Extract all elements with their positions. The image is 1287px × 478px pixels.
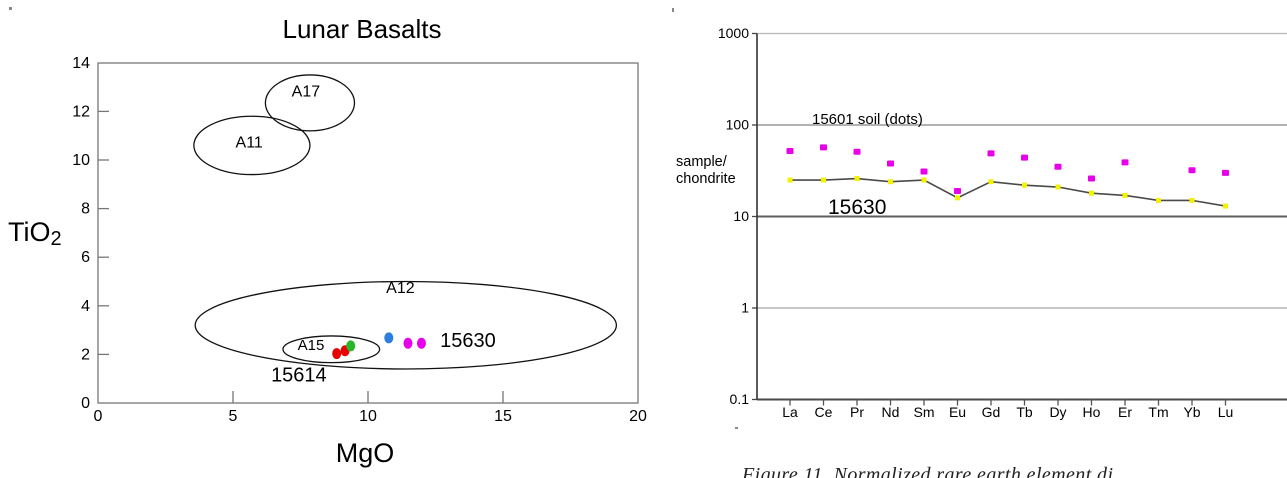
soil-dot <box>1188 167 1196 174</box>
element-label: Eu <box>949 404 966 420</box>
field-ellipse-a12 <box>194 280 618 370</box>
line-marker <box>988 179 994 185</box>
tio2-mgo-chart: 0 5 10 15 20 0 2 4 6 8 10 12 14 Lunar Basalts MgO TiO2 A… <box>8 14 647 468</box>
series-label: 15601 soil (dots) <box>812 111 923 128</box>
line-marker <box>787 177 793 183</box>
x-tick-label: 5 <box>229 408 238 425</box>
element-label: Ce <box>815 404 833 420</box>
y-tick-label: 1 <box>741 300 749 316</box>
field-ellipse-a17 <box>264 74 356 132</box>
element-label: Pr <box>850 404 864 420</box>
speck-artifact <box>9 7 12 10</box>
soil-dot <box>954 187 961 194</box>
soil-dot <box>1054 163 1062 170</box>
element-label: Ho <box>1083 404 1101 420</box>
line-15630 <box>790 177 1226 207</box>
element-label: Tm <box>1148 404 1168 420</box>
plot-frame <box>97 62 639 404</box>
y-tick-label: 14 <box>72 55 90 72</box>
field-ellipse-a15 <box>282 335 381 364</box>
element-label: Sm <box>914 404 935 420</box>
x-tick-label: 10 <box>359 408 377 425</box>
soil-dot <box>987 150 995 157</box>
element-label: Tb <box>1016 404 1033 420</box>
x-tick-label: 20 <box>629 408 647 425</box>
y-tick-label: 0.1 <box>730 391 750 407</box>
line-marker <box>854 176 860 182</box>
chart-title: Lunar Basalts <box>283 14 442 44</box>
x-tick-label: 15 <box>494 408 512 425</box>
data-point <box>346 340 356 352</box>
soil-dot <box>920 168 928 175</box>
data-point <box>403 337 413 349</box>
soil-dot <box>853 148 861 155</box>
element-label: Yb <box>1183 404 1200 420</box>
element-label: Lu <box>1218 404 1234 420</box>
series-label: 15630 <box>828 196 886 219</box>
field-label-a11: A11 <box>236 135 263 152</box>
y-axis-label-line2: chondrite <box>676 171 736 187</box>
element-label: Er <box>1118 404 1132 420</box>
sample-label: 15630 <box>440 330 496 352</box>
line-marker <box>1156 197 1161 203</box>
y-tick-label: 1000 <box>718 25 749 41</box>
line-marker <box>955 195 960 201</box>
line-marker <box>1223 203 1228 209</box>
element-label: La <box>782 404 798 420</box>
speck-artifact <box>672 8 674 12</box>
y-axis-label-line1: sample/ <box>676 154 728 170</box>
data-point <box>384 332 394 344</box>
soil-dot <box>1222 169 1229 176</box>
line-marker <box>1189 197 1195 203</box>
line-marker <box>1022 182 1027 188</box>
speck-artifact <box>735 427 738 429</box>
y-axis-label: TiO2 <box>8 217 62 250</box>
y-tick-label: 4 <box>81 298 90 315</box>
line-marker <box>1089 190 1094 196</box>
tio2-mgo-chart-svg: 0 5 10 15 20 0 2 4 6 8 10 12 14 Lunar Basalts MgO TiO2 A… <box>8 14 647 468</box>
element-label: Dy <box>1049 404 1066 420</box>
field-ellipse-a11 <box>193 115 311 176</box>
field-label-a12: A12 <box>386 280 415 297</box>
figure-caption: Figure 11. Normalized rare earth element… <box>742 464 1114 478</box>
y-tick-label: 8 <box>81 201 90 218</box>
x-axis-label: MgO <box>336 438 395 468</box>
soil-dot <box>1121 159 1129 166</box>
element-label: Nd <box>882 404 900 420</box>
line-marker <box>888 179 893 185</box>
line-marker <box>1055 184 1061 190</box>
y-tick-label: 2 <box>81 346 90 363</box>
soil-dot <box>786 147 794 154</box>
soil-dot <box>887 160 894 167</box>
y-tick-label: 100 <box>726 117 750 133</box>
ree-spider-chart: 1000 100 10 1 0.1 sample/chondrite La Ce Pr Nd Sm E… <box>660 0 1287 478</box>
field-label-a17: A17 <box>292 84 321 101</box>
line-marker <box>921 177 927 183</box>
soil-dot <box>1021 154 1028 161</box>
line-marker <box>1122 192 1128 198</box>
element-label: Gd <box>982 404 1001 420</box>
data-point <box>332 348 342 360</box>
soil-dot <box>820 144 827 151</box>
x-tick-label: 0 <box>94 408 103 425</box>
ree-spider-chart-svg: 1000 100 10 1 0.1 sample/chondrite La Ce Pr Nd Sm E… <box>676 25 1287 420</box>
y-tick-label: 12 <box>72 103 90 120</box>
y-tick-label: 6 <box>81 249 90 266</box>
y-tick-label: 10 <box>733 208 749 224</box>
soil-dot <box>1088 175 1095 182</box>
data-point <box>416 337 426 349</box>
field-label-a15: A15 <box>298 337 325 354</box>
y-tick-label: 10 <box>72 152 90 169</box>
line-marker <box>821 177 826 183</box>
sample-label: 15614 <box>271 365 327 387</box>
y-tick-label: 0 <box>81 395 90 412</box>
